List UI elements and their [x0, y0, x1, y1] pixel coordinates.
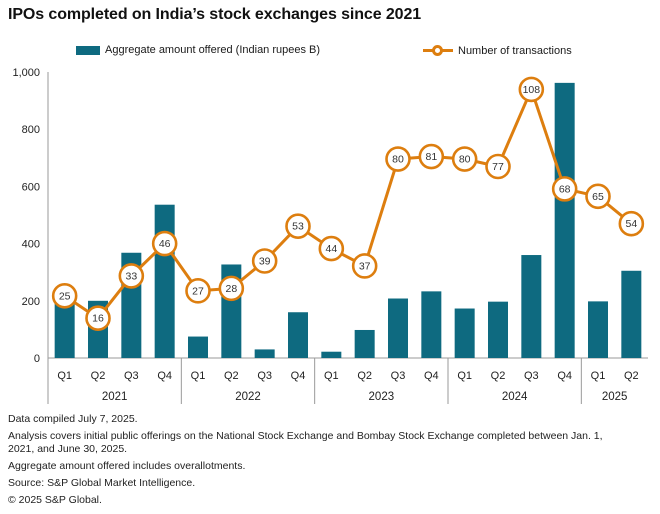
- line-series-marker-icon: [423, 44, 453, 57]
- y-axis-tick-label: 600: [22, 181, 40, 193]
- x-quarter-label: Q1: [57, 370, 72, 382]
- transaction-marker-2021-Q2: [85, 305, 111, 332]
- bar-2024-Q3: [521, 255, 542, 358]
- transaction-marker-2022-Q1: [185, 278, 211, 304]
- x-year-label: 2024: [502, 391, 528, 403]
- transaction-marker-2024-Q2: [485, 153, 511, 180]
- bar-series-swatch-icon: [76, 45, 100, 55]
- bar-2023-Q1: [321, 351, 342, 358]
- x-quarter-label: Q4: [424, 370, 439, 382]
- x-quarter-label: Q1: [591, 370, 606, 382]
- bar-2025-Q2: [621, 270, 642, 358]
- transaction-marker-value: 65: [592, 191, 604, 203]
- transaction-marker-2022-Q3: [251, 248, 278, 274]
- footnote-analysis-scope: Analysis covers initial public offerings…: [8, 430, 603, 455]
- transaction-marker-2025-Q2: [618, 210, 645, 237]
- transaction-marker-value: 28: [225, 283, 237, 295]
- transaction-marker-2023-Q3: [385, 146, 411, 172]
- transaction-marker-value: 68: [559, 183, 571, 195]
- x-quarter-label: Q4: [157, 370, 172, 382]
- transaction-marker-value: 77: [492, 161, 504, 173]
- transaction-marker-value: 80: [459, 154, 471, 166]
- transaction-marker-value: 108: [523, 84, 541, 96]
- x-quarter-label: Q2: [91, 370, 106, 382]
- x-quarter-label: Q2: [491, 370, 506, 382]
- legend-item-aggregate-amount: Aggregate amount offered (Indian rupees …: [76, 44, 320, 56]
- transaction-marker-2024-Q4: [551, 176, 578, 202]
- bar-2021-Q1: [54, 302, 75, 358]
- bar-2022-Q4: [288, 312, 308, 358]
- x-year-label: 2025: [602, 391, 628, 403]
- transaction-marker-2022-Q4: [285, 213, 311, 239]
- bar-2025-Q1: [588, 301, 608, 358]
- transaction-marker-2021-Q1: [51, 283, 78, 309]
- transaction-marker-value: 44: [325, 243, 337, 255]
- y-axis-tick-label: 800: [22, 124, 40, 136]
- transaction-marker-value: 37: [359, 260, 371, 272]
- bar-2021-Q4: [154, 204, 175, 358]
- legend-item-transactions: Number of transactions: [423, 44, 572, 57]
- transaction-marker-value: 46: [159, 238, 171, 250]
- footnote-data-compiled: Data compiled July 7, 2025.: [8, 413, 138, 425]
- y-axis-tick-label: 200: [22, 296, 40, 308]
- x-quarter-label: Q1: [324, 370, 339, 382]
- transaction-marker-value: 39: [259, 256, 271, 268]
- x-quarter-label: Q2: [357, 370, 372, 382]
- transaction-marker-value: 54: [625, 218, 637, 230]
- bar-2023-Q4: [421, 291, 442, 358]
- transaction-marker-2023-Q4: [418, 143, 445, 170]
- bar-2024-Q2: [488, 301, 508, 358]
- x-quarter-label: Q1: [457, 370, 472, 382]
- x-quarter-label: Q3: [391, 370, 406, 382]
- x-quarter-label: Q2: [624, 370, 639, 382]
- transaction-marker-2021-Q3: [118, 263, 145, 289]
- transaction-marker-value: 16: [92, 313, 104, 325]
- chart-plot-area: 1,000 800 600 400 200 0 2021 2022 2023 2024 2025 Q1…: [12, 67, 648, 404]
- bar-2023-Q2: [354, 329, 375, 358]
- transaction-marker-2023-Q1: [318, 235, 345, 262]
- legend-label-transactions: Number of transactions: [458, 44, 572, 57]
- transaction-marker-value: 53: [292, 221, 304, 233]
- x-year-label: 2022: [235, 391, 261, 403]
- x-quarter-label: Q3: [124, 370, 139, 382]
- footnote-copyright: © 2025 S&P Global.: [8, 494, 102, 506]
- transaction-marker-2021-Q4: [151, 230, 178, 257]
- chart-footnotes: Data compiled July 7, 2025. Analysis cov…: [8, 413, 630, 511]
- bar-2024-Q1: [454, 308, 475, 358]
- x-year-label: 2023: [369, 391, 395, 403]
- footnote-overallotments: Aggregate amount offered includes overal…: [8, 460, 246, 472]
- y-axis-tick-label: 0: [34, 353, 40, 365]
- transaction-marker-2022-Q2: [218, 275, 245, 302]
- y-axis-tick-label: 1,000: [12, 67, 40, 79]
- transaction-marker-2024-Q1: [451, 146, 478, 172]
- footnote-source: Source: S&P Global Market Intelligence.: [8, 477, 196, 489]
- x-quarter-label: Q3: [524, 370, 539, 382]
- bar-2022-Q3: [254, 349, 275, 358]
- x-quarter-label: Q4: [291, 370, 306, 382]
- x-quarter-label: Q1: [191, 370, 206, 382]
- bar-2024-Q4: [554, 82, 575, 359]
- line-series-dot-icon: [432, 45, 443, 56]
- transaction-marker-value: 27: [192, 285, 204, 297]
- transaction-marker-value: 81: [425, 151, 437, 163]
- transaction-marker-2025-Q1: [585, 183, 611, 210]
- bar-2023-Q3: [388, 298, 408, 358]
- x-year-label: 2021: [102, 391, 128, 403]
- x-quarter-label: Q3: [257, 370, 272, 382]
- transactions-line: [63, 85, 633, 321]
- transaction-marker-value: 25: [59, 290, 71, 302]
- transaction-marker-2023-Q2: [351, 253, 378, 279]
- transaction-marker-value: 33: [125, 270, 137, 282]
- transaction-marker-value: 80: [392, 154, 404, 166]
- bar-2022-Q1: [188, 336, 208, 358]
- y-axis-tick-label: 400: [22, 239, 40, 251]
- chart-title: IPOs completed on India’s stock exchange…: [8, 6, 422, 23]
- legend-label-aggregate-amount: Aggregate amount offered (Indian rupees …: [105, 44, 321, 56]
- x-quarter-label: Q2: [224, 370, 239, 382]
- x-quarter-label: Q4: [557, 370, 572, 382]
- transaction-marker-2024-Q3: [518, 76, 545, 103]
